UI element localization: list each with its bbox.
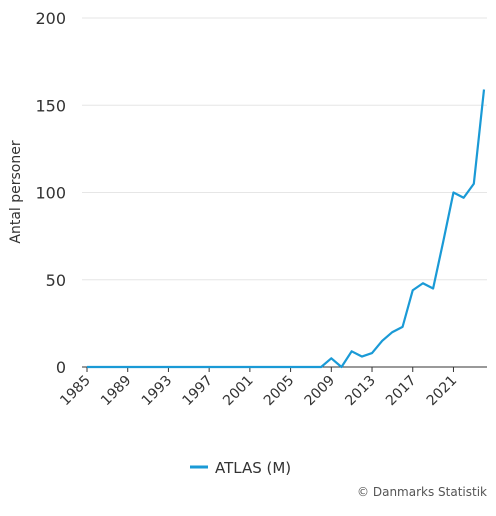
x-tick-label: 1997 bbox=[179, 373, 216, 410]
legend-label: ATLAS (M) bbox=[215, 459, 291, 477]
credit: © Danmarks Statistik bbox=[357, 485, 487, 499]
x-tick-label: 2013 bbox=[342, 373, 379, 410]
x-tick-label: 2005 bbox=[261, 373, 298, 410]
x-tick-label: 2017 bbox=[383, 373, 420, 410]
x-tick-label: 2009 bbox=[302, 373, 339, 410]
x-tick-label: 1993 bbox=[139, 373, 176, 410]
y-tick-label: 200 bbox=[35, 9, 66, 28]
y-tick-label: 150 bbox=[35, 96, 66, 115]
y-axis-label: Antal personer bbox=[8, 140, 24, 243]
x-tick-label: 2021 bbox=[424, 373, 461, 410]
x-tick-label: 1989 bbox=[98, 373, 135, 410]
y-tick-label: 100 bbox=[35, 184, 66, 203]
line bbox=[87, 89, 486, 369]
y-tick-label: 50 bbox=[46, 271, 66, 290]
y-tick-label: 0 bbox=[56, 358, 66, 377]
x-tick-label: 1985 bbox=[57, 373, 94, 410]
x-tick-label: 2001 bbox=[220, 373, 257, 410]
